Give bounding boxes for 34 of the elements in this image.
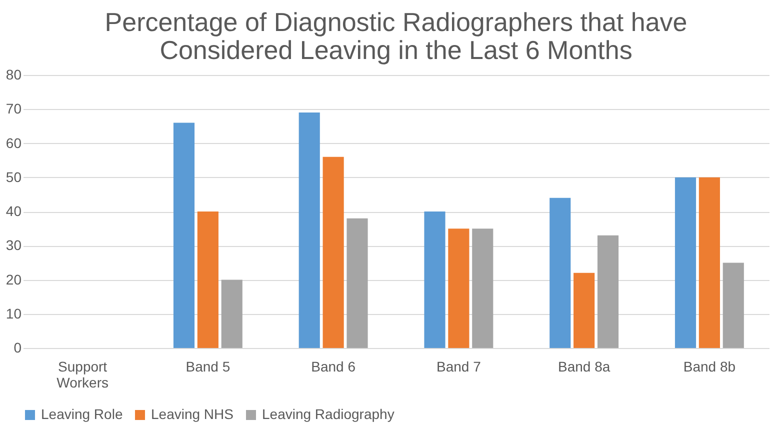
bar bbox=[448, 228, 470, 348]
x-tick-label: Band 8a bbox=[558, 358, 610, 374]
legend-label: Leaving NHS bbox=[151, 406, 234, 422]
bar bbox=[472, 228, 494, 348]
bar bbox=[346, 218, 368, 348]
y-tick-label: 20 bbox=[6, 271, 22, 288]
y-tick-label: 50 bbox=[6, 168, 22, 185]
bar bbox=[722, 262, 744, 348]
x-tick-label: Band 7 bbox=[436, 358, 482, 374]
bar bbox=[574, 272, 595, 348]
y-tick-label: 60 bbox=[6, 134, 22, 151]
y-tick-label: 30 bbox=[6, 237, 22, 254]
y-tick-label: 10 bbox=[6, 305, 22, 322]
bar bbox=[597, 235, 619, 348]
bar bbox=[674, 177, 696, 348]
bar bbox=[698, 177, 720, 348]
bar bbox=[298, 112, 320, 348]
x-tick-label: Band 8b bbox=[683, 358, 736, 374]
chart-title: Percentage of Diagnostic Radiographers that have Considered Leaving in the Last 6 Months bbox=[104, 7, 688, 65]
y-tick-label: 0 bbox=[14, 340, 22, 356]
bar bbox=[550, 198, 571, 348]
bar bbox=[173, 122, 195, 348]
bar bbox=[221, 280, 242, 348]
legend-label: Leaving Radiography bbox=[262, 406, 394, 422]
x-tick-label: Support Workers bbox=[56, 358, 108, 390]
x-tick-label: Band 5 bbox=[186, 358, 230, 374]
x-tick-label: Band 6 bbox=[311, 358, 356, 374]
bar bbox=[424, 212, 446, 348]
bar bbox=[322, 156, 344, 348]
bar bbox=[197, 212, 218, 348]
y-tick-label: 80 bbox=[6, 66, 22, 82]
y-tick-label: 40 bbox=[6, 203, 22, 219]
legend-label: Leaving Role bbox=[41, 406, 123, 422]
y-tick-label: 70 bbox=[6, 100, 22, 117]
